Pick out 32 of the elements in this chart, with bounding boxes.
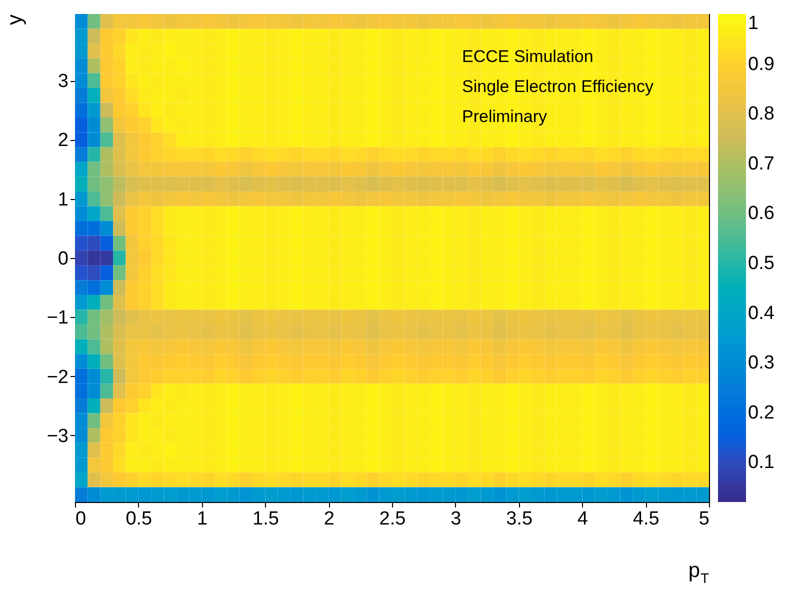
y-tick-label: 1 — [58, 189, 68, 210]
color-bar-label: 0.4 — [748, 302, 775, 324]
x-tick-label: 1.5 — [252, 508, 279, 530]
annotation: ECCE Simulation — [462, 47, 594, 66]
annotation: Preliminary — [462, 107, 548, 126]
x-tick-label: 3 — [450, 508, 462, 530]
y-tick-label: 3 — [58, 71, 68, 92]
color-bar-label: 0.5 — [748, 252, 774, 274]
color-bar-label: 0.7 — [748, 153, 774, 174]
x-tick-label: 4 — [577, 508, 588, 530]
y-axis-title: y — [4, 14, 26, 25]
color-bar-label: 0.3 — [748, 352, 774, 374]
y-tick-label: −3 — [46, 426, 68, 447]
x-tick-label: 2 — [324, 508, 334, 530]
x-tick-label: 1 — [197, 508, 208, 530]
color-bar-label: 0.8 — [748, 104, 774, 125]
x-tick-label: 0 — [76, 508, 86, 530]
y-tick-label: 0 — [58, 248, 68, 270]
color-bar-label: 0.9 — [748, 54, 774, 75]
x-tick-label: 4.5 — [632, 508, 660, 530]
x-tick-label: 0.5 — [126, 508, 152, 530]
color-bar-label: 1 — [748, 13, 759, 34]
color-bar-label: 0.1 — [748, 452, 774, 474]
annotation: Single Electron Efficiency — [462, 77, 654, 96]
x-tick-label: 3.5 — [506, 508, 533, 530]
y-tick-label: −2 — [46, 366, 68, 388]
y-tick-label: −1 — [46, 308, 68, 329]
x-tick-label: 5 — [698, 508, 710, 530]
x-tick-label: 2.5 — [379, 508, 406, 530]
color-bar-label: 0.6 — [748, 203, 774, 224]
y-tick-label: 2 — [58, 130, 68, 152]
color-bar-label: 0.2 — [748, 402, 774, 424]
